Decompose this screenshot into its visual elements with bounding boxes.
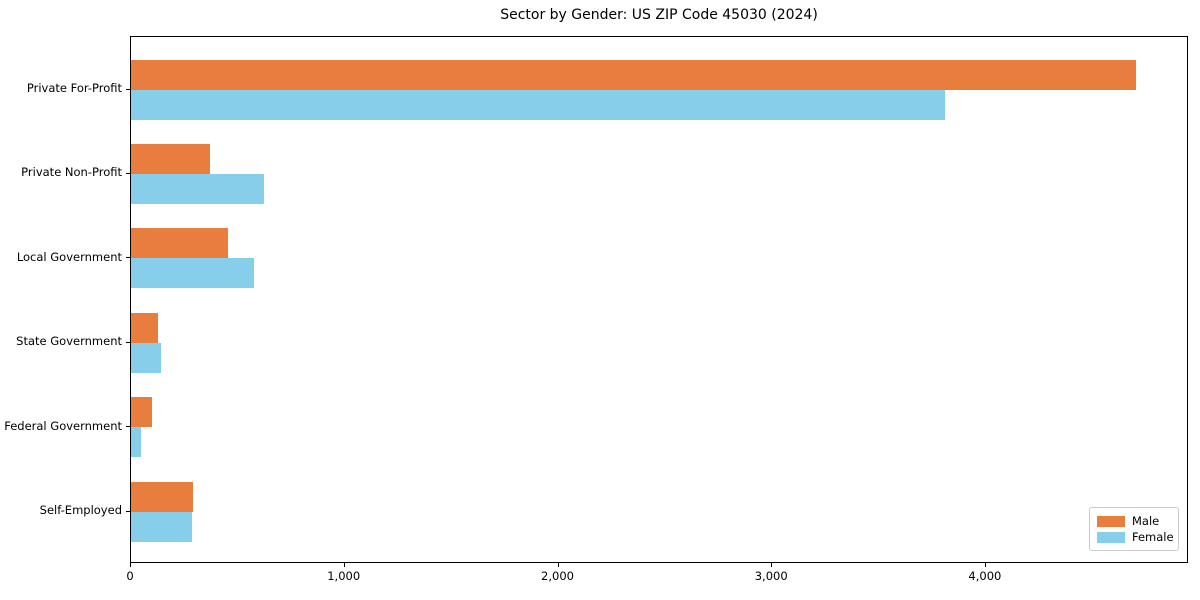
- x-tick-mark: [130, 563, 131, 567]
- y-tick-label: Local Government: [16, 249, 122, 264]
- y-tick-mark: [126, 510, 130, 512]
- legend-label: Male: [1132, 514, 1160, 528]
- x-tick-label: 3,000: [754, 569, 788, 583]
- bar-female-3: [131, 342, 161, 373]
- y-tick-label: Federal Government: [4, 418, 122, 433]
- y-tick-label: State Government: [16, 334, 122, 349]
- y-tick-label: Private Non-Profit: [21, 165, 122, 180]
- bar-male-3: [131, 312, 158, 343]
- x-tick-mark: [984, 563, 986, 567]
- legend-item-female: Female: [1097, 529, 1174, 545]
- y-tick-label: Self-Employed: [39, 503, 122, 517]
- x-tick-label: 1,000: [327, 569, 361, 583]
- y-tick-mark: [126, 426, 130, 428]
- bar-female-2: [131, 258, 254, 289]
- x-tick-mark: [557, 563, 559, 567]
- legend-label: Female: [1132, 530, 1174, 544]
- x-tick-mark: [343, 563, 345, 567]
- y-tick-mark: [126, 341, 130, 343]
- plot-area: [130, 36, 1188, 563]
- x-tick-label: 2,000: [541, 569, 574, 583]
- x-tick-label: 0: [126, 569, 134, 583]
- bar-male-0: [131, 59, 1136, 90]
- bar-male-5: [131, 481, 193, 512]
- x-tick-label: 4,000: [968, 569, 1002, 583]
- legend: Male Female: [1089, 507, 1179, 551]
- x-tick-mark: [771, 563, 773, 567]
- bar-male-1: [131, 143, 211, 174]
- y-tick-mark: [126, 88, 130, 90]
- legend-swatch-female: [1097, 531, 1125, 543]
- bar-female-4: [131, 427, 141, 458]
- legend-swatch-male: [1097, 515, 1125, 527]
- bar-female-1: [131, 173, 264, 204]
- bar-female-0: [131, 89, 946, 120]
- legend-item-male: Male: [1097, 513, 1170, 529]
- y-tick-label: Private For-Profit: [26, 81, 122, 95]
- y-tick-mark: [126, 172, 130, 174]
- chart-title: Sector by Gender: US ZIP Code 45030 (202…: [500, 7, 818, 23]
- bar-female-5: [131, 511, 192, 542]
- bar-male-4: [131, 397, 153, 428]
- bar-male-2: [131, 228, 229, 259]
- y-tick-mark: [126, 257, 130, 259]
